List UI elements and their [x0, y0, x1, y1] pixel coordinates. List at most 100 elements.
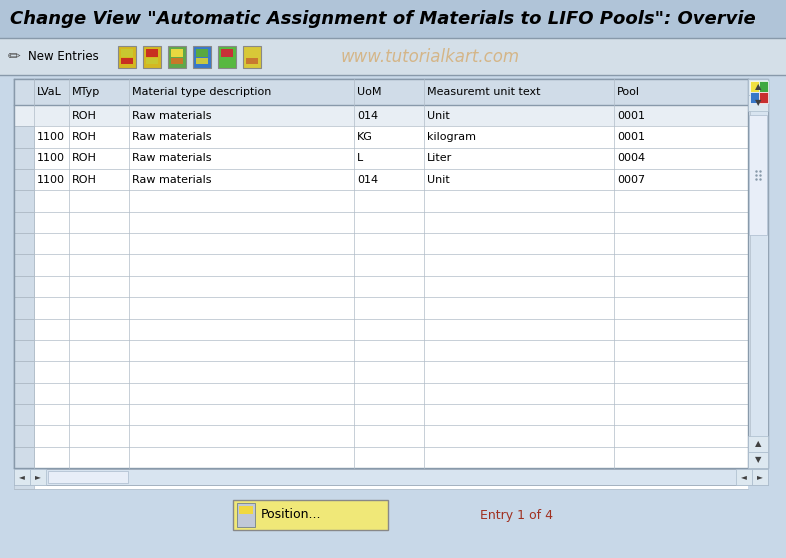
Bar: [30, 469, 46, 485]
Bar: [243, 46, 261, 68]
Bar: [14, 469, 30, 485]
Bar: [34, 340, 748, 361]
Text: Raw materials: Raw materials: [132, 175, 211, 185]
Bar: [196, 49, 208, 57]
Bar: [34, 276, 748, 297]
Bar: [736, 469, 752, 485]
Bar: [14, 148, 34, 169]
Text: Measuremt unit text: Measuremt unit text: [427, 87, 541, 97]
Bar: [34, 254, 748, 276]
Bar: [748, 452, 768, 468]
Bar: [34, 190, 748, 212]
Text: Material type description: Material type description: [132, 87, 271, 97]
Bar: [750, 92, 759, 103]
Text: MTyp: MTyp: [72, 87, 101, 97]
Text: Raw materials: Raw materials: [132, 132, 211, 142]
Bar: [14, 319, 34, 340]
Text: UoM: UoM: [357, 87, 381, 97]
Bar: [121, 49, 133, 57]
Bar: [34, 425, 748, 446]
Text: Liter: Liter: [427, 153, 452, 163]
Bar: [748, 79, 768, 468]
Text: LVaL: LVaL: [37, 87, 62, 97]
Text: ▼: ▼: [755, 99, 762, 108]
Bar: [14, 233, 34, 254]
Text: Raw materials: Raw materials: [132, 153, 211, 163]
Text: 0001: 0001: [617, 132, 645, 142]
Bar: [752, 469, 768, 485]
Bar: [14, 468, 34, 489]
Text: kilogram: kilogram: [427, 132, 476, 142]
Bar: [14, 361, 34, 383]
Bar: [748, 95, 768, 111]
Text: Entry 1 of 4: Entry 1 of 4: [480, 508, 553, 522]
Text: Change View "Automatic Assignment of Materials to LIFO Pools": Overvie: Change View "Automatic Assignment of Mat…: [10, 10, 756, 28]
Bar: [146, 58, 158, 64]
Bar: [233, 500, 387, 530]
Text: ◄: ◄: [19, 473, 25, 482]
Bar: [748, 79, 768, 95]
Bar: [168, 46, 186, 68]
Bar: [34, 233, 748, 254]
Text: ✏: ✏: [8, 49, 20, 64]
Bar: [171, 58, 183, 64]
Text: Raw materials: Raw materials: [132, 110, 211, 121]
Bar: [759, 81, 768, 92]
Text: ROH: ROH: [72, 132, 97, 142]
Bar: [34, 148, 748, 169]
Bar: [14, 297, 34, 319]
Text: ▲: ▲: [755, 83, 762, 92]
Bar: [34, 468, 748, 489]
Text: Position...: Position...: [260, 508, 321, 522]
Text: KG: KG: [357, 132, 373, 142]
Text: 1100: 1100: [37, 132, 65, 142]
Bar: [218, 46, 236, 68]
Text: ►: ►: [757, 473, 763, 482]
Bar: [34, 126, 748, 148]
Bar: [238, 506, 252, 514]
Bar: [750, 81, 759, 92]
Bar: [34, 212, 748, 233]
Text: L: L: [357, 153, 363, 163]
Bar: [14, 254, 34, 276]
Bar: [196, 58, 208, 64]
Text: 014: 014: [357, 110, 378, 121]
Bar: [221, 58, 233, 64]
Text: ROH: ROH: [72, 110, 97, 121]
Text: 0001: 0001: [617, 110, 645, 121]
Bar: [14, 190, 34, 212]
Bar: [34, 361, 748, 383]
Text: ◄: ◄: [741, 473, 747, 482]
Bar: [143, 46, 161, 68]
Bar: [14, 446, 34, 468]
Bar: [34, 383, 748, 404]
Bar: [14, 469, 768, 485]
Bar: [171, 49, 183, 57]
Bar: [0, 0, 786, 38]
Bar: [748, 436, 768, 452]
Bar: [14, 126, 34, 148]
Text: New Entries: New Entries: [28, 50, 99, 63]
Bar: [34, 297, 748, 319]
Bar: [237, 503, 255, 527]
Text: ▼: ▼: [755, 455, 762, 464]
Bar: [48, 471, 128, 483]
Text: 014: 014: [357, 175, 378, 185]
Bar: [14, 169, 34, 190]
Bar: [14, 79, 34, 105]
Bar: [14, 404, 34, 425]
Text: ►: ►: [35, 473, 41, 482]
Bar: [0, 38, 786, 75]
Text: Unit: Unit: [427, 175, 450, 185]
Text: Unit: Unit: [427, 110, 450, 121]
Text: ▲: ▲: [755, 440, 762, 449]
Bar: [34, 446, 748, 468]
Bar: [246, 49, 258, 57]
Text: 1100: 1100: [37, 175, 65, 185]
Bar: [34, 404, 748, 425]
Bar: [14, 383, 34, 404]
Bar: [121, 58, 133, 64]
Text: 1100: 1100: [37, 153, 65, 163]
Bar: [14, 212, 34, 233]
Bar: [14, 340, 34, 361]
